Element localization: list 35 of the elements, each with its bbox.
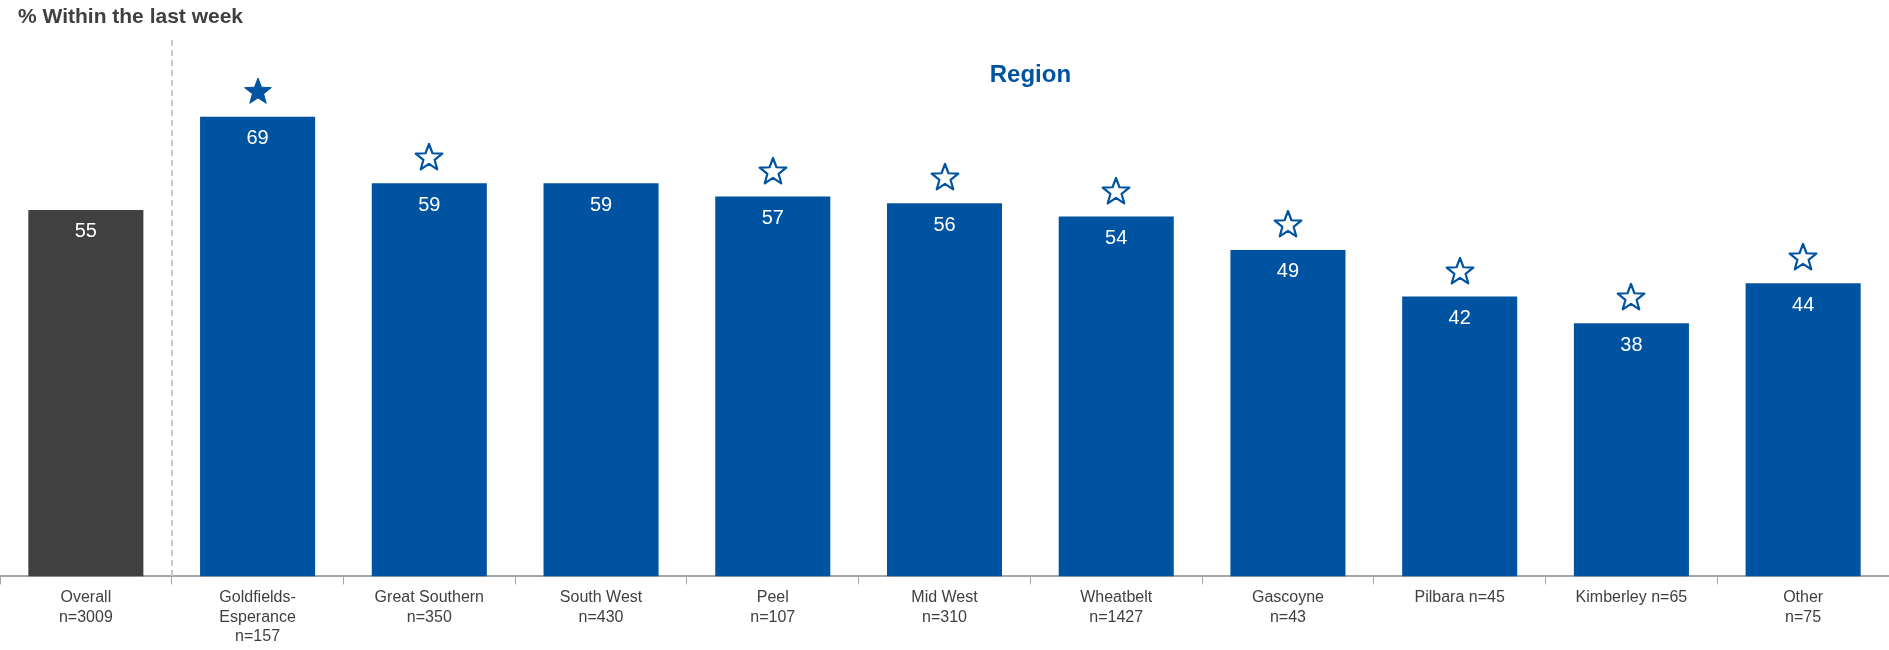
x-tick-label: Mid West n=310 xyxy=(911,588,979,625)
data-label: 59 xyxy=(589,192,613,215)
x-tick-label: South West n=430 xyxy=(559,588,643,625)
chart-title: % Within the last week xyxy=(18,4,244,28)
bar xyxy=(1230,249,1346,577)
data-label: 42 xyxy=(1448,306,1471,329)
data-label: 59 xyxy=(418,192,441,215)
x-tick-label: Great Southern n=350 xyxy=(374,588,485,625)
data-label: 49 xyxy=(1276,259,1300,282)
x-tick-label: Other n=75 xyxy=(1783,588,1824,625)
x-tick-label: Peel n=107 xyxy=(750,588,796,625)
bar xyxy=(715,196,831,577)
x-tick-label: Kimberley n=65 xyxy=(1575,588,1688,606)
data-label: 44 xyxy=(1792,292,1815,315)
bar xyxy=(886,203,1003,577)
bar xyxy=(1573,323,1689,577)
bar xyxy=(543,183,659,577)
data-label: 69 xyxy=(246,126,269,149)
bar xyxy=(1058,216,1174,577)
x-tick-label: Overall n=3009 xyxy=(58,588,113,625)
x-tick-label: Goldfields- Esperance n=157 xyxy=(219,588,296,644)
x-tick-label: Pilbara n=45 xyxy=(1414,588,1505,606)
data-label: 56 xyxy=(933,212,956,235)
x-tick-label: Wheatbelt n=1427 xyxy=(1080,588,1153,625)
text: Region xyxy=(989,59,1072,87)
bar xyxy=(1745,283,1861,577)
data-label: 38 xyxy=(1620,332,1643,355)
bar xyxy=(371,183,487,577)
data-label: 57 xyxy=(761,206,784,229)
data-label: 54 xyxy=(1105,226,1128,249)
bar xyxy=(200,116,316,577)
bar xyxy=(28,209,144,577)
bar xyxy=(1402,296,1518,577)
x-tick-label: Gascoyne n=43 xyxy=(1251,588,1325,625)
data-label: 55 xyxy=(74,219,97,242)
